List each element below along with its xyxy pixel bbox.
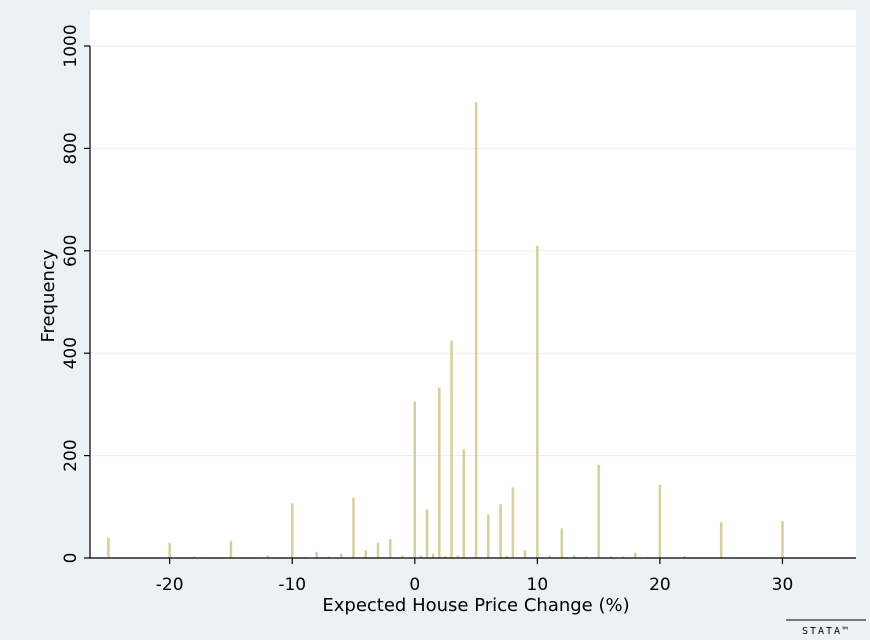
histogram-bar <box>438 387 441 558</box>
histogram-bar <box>621 556 625 558</box>
histogram-bar <box>505 555 508 558</box>
histogram-bar <box>425 509 429 558</box>
x-tick-label: 30 <box>772 575 794 595</box>
histogram-bar <box>487 514 490 558</box>
histogram-bar <box>413 401 417 558</box>
y-ticks: 0 200 400 600 800 1000 <box>61 24 90 563</box>
histogram-bar <box>450 340 453 558</box>
histogram-bar <box>683 555 686 558</box>
histogram-bar <box>389 539 392 558</box>
plot-area <box>90 10 856 558</box>
histogram-bar <box>462 449 466 558</box>
histogram-bar <box>315 551 318 558</box>
histogram-bar <box>290 503 294 558</box>
x-ticks: -20 -10 0 10 20 30 <box>156 558 794 595</box>
histogram-bar <box>572 555 576 558</box>
y-tick-label: 800 <box>61 132 81 164</box>
histogram-bar <box>560 528 564 558</box>
histogram-bar <box>444 555 447 558</box>
histogram-bar <box>192 556 196 558</box>
histogram-bar <box>536 245 539 558</box>
histogram-bar <box>456 555 459 558</box>
x-tick-label: 20 <box>649 575 671 595</box>
y-tick-label: 600 <box>61 235 81 267</box>
x-axis-label: Expected House Price Change (%) <box>322 595 629 616</box>
x-tick-label: 0 <box>409 575 420 595</box>
histogram-bar <box>352 497 355 558</box>
stata-watermark: STATA™ <box>802 626 850 637</box>
histogram-bar <box>719 522 723 558</box>
histogram-bar <box>609 556 613 558</box>
histogram-bar <box>419 555 423 558</box>
histogram-bar <box>376 542 380 558</box>
histogram-bar <box>327 556 331 558</box>
x-tick-label: -10 <box>278 575 306 595</box>
histogram-bar <box>597 464 600 558</box>
y-tick-label: 400 <box>61 337 81 369</box>
histogram-bar <box>229 541 233 558</box>
histogram-bar <box>781 521 784 558</box>
y-axis-label: Frequency <box>38 249 59 342</box>
gridlines <box>90 45 856 457</box>
histogram-bar <box>431 553 435 558</box>
y-tick-label: 0 <box>61 553 81 564</box>
histogram-bar <box>658 484 662 558</box>
x-tick-label: 10 <box>527 575 549 595</box>
histogram-bar <box>339 553 343 558</box>
histogram-bar <box>511 487 515 558</box>
histogram-bar <box>499 504 502 558</box>
histogram-bar <box>107 537 110 558</box>
histogram-bar <box>523 550 527 558</box>
histogram-bar <box>474 102 478 558</box>
histogram-bar <box>401 555 404 558</box>
histogram-bar <box>168 542 171 558</box>
bars <box>107 102 784 558</box>
y-tick-label: 200 <box>61 439 81 471</box>
histogram-bar <box>548 555 551 558</box>
y-tick-label: 1000 <box>61 24 81 67</box>
x-tick-label: -20 <box>156 575 184 595</box>
histogram-bar <box>634 552 637 558</box>
histogram-bar <box>585 556 588 558</box>
histogram-bar <box>266 555 269 558</box>
histogram-bar <box>364 550 368 558</box>
